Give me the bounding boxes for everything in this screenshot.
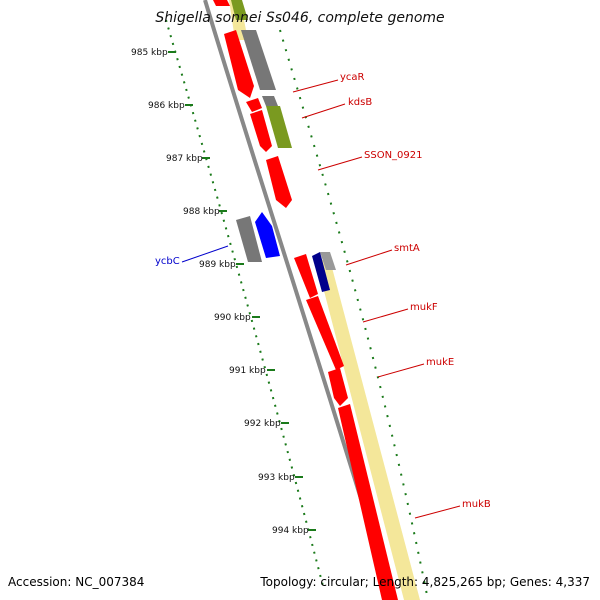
accession-text: Accession: NC_007384 (8, 575, 144, 589)
gene-label-smtA[interactable]: smtA (394, 243, 420, 254)
leader-line-mukB (414, 505, 461, 519)
olive-feature-kdsB (266, 106, 292, 148)
leader-line-ycbC (181, 245, 229, 263)
leader-line-ycaR (292, 79, 339, 93)
gene-leader-lines (181, 79, 461, 519)
scale-dotted-line (165, 19, 325, 591)
outer-ring (279, 29, 429, 600)
cds-arrow-top (213, 0, 230, 6)
scale-label: 992 kbp (244, 419, 281, 429)
cds-arrow-mukB (338, 404, 398, 600)
cds-arrow-kdsB (250, 110, 272, 152)
cds-arrow-mukE (328, 368, 348, 406)
genome-stats-text: Topology: circular; Length: 4,825,265 bp… (259, 575, 590, 589)
scale-label: 989 kbp (199, 260, 236, 270)
cds-arrow-ycbC (255, 212, 280, 258)
gray-feature-kdsB (262, 96, 278, 106)
cds-arrow-smtA (294, 254, 318, 298)
map-title: Shigella sonnei Ss046, complete genome (155, 10, 444, 26)
gray-feature-track (236, 30, 336, 270)
leader-line-smtA (345, 249, 393, 266)
leader-line-mukF (362, 308, 409, 323)
cds-arrow-ycaR (224, 30, 254, 98)
cds-arrow-kdsB-small (246, 98, 262, 112)
cds-track (213, 0, 398, 600)
yellow-feature-band (316, 260, 420, 600)
scale-label: 990 kbp (214, 313, 251, 323)
scale-label: 988 kbp (183, 207, 220, 217)
leader-line-mukE (377, 363, 425, 378)
gene-labels: ycaR kdsB SSON_0921 smtA mukF mukE mukB … (155, 72, 491, 510)
gene-label-ycbC[interactable]: ycbC (155, 256, 180, 267)
cds-arrow-smtA-blue (312, 252, 330, 292)
leader-line-kdsB (301, 103, 346, 119)
gene-label-mukF[interactable]: mukF (410, 302, 438, 313)
gene-label-ycaR[interactable]: ycaR (340, 72, 365, 83)
scale-label: 986 kbp (148, 101, 185, 111)
yellow-feature-track (229, 0, 420, 600)
scale-labels: 985 kbp 986 kbp 987 kbp 988 kbp 989 kbp … (131, 48, 309, 536)
olive-feature-track (231, 0, 292, 148)
outer-dotted-line (279, 29, 429, 600)
leader-line-SSON_0921 (317, 156, 363, 171)
gray-feature-ycaR (241, 30, 276, 90)
olive-feature-top (231, 0, 248, 20)
scale-label: 991 kbp (229, 366, 266, 376)
scale-ring (165, 19, 325, 591)
gray-feature-ycbC (236, 216, 262, 262)
cds-arrow-SSON_0921 (266, 156, 292, 208)
scale-label: 985 kbp (131, 48, 168, 58)
scale-ticks (168, 51, 316, 531)
scale-label: 993 kbp (258, 473, 295, 483)
gene-label-mukE[interactable]: mukE (426, 357, 454, 368)
gene-label-SSON_0921[interactable]: SSON_0921 (364, 150, 423, 161)
gray-feature-smtA (320, 252, 336, 270)
cds-arrow-mukF (306, 296, 344, 370)
gene-label-kdsB[interactable]: kdsB (348, 97, 372, 108)
scale-label: 987 kbp (166, 154, 203, 164)
reverse-cds-track (255, 212, 330, 292)
gene-label-mukB[interactable]: mukB (462, 499, 491, 510)
scale-label: 994 kbp (272, 526, 309, 536)
